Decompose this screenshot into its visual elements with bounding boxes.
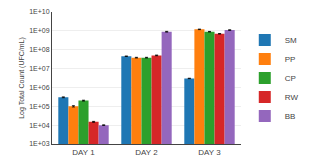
svg-text:1E+07: 1E+07 bbox=[29, 65, 50, 72]
svg-text:DAY 3: DAY 3 bbox=[198, 148, 221, 157]
svg-text:CP: CP bbox=[285, 74, 296, 83]
svg-text:BB: BB bbox=[285, 112, 296, 121]
svg-text:RW: RW bbox=[285, 93, 299, 102]
svg-text:1E+05: 1E+05 bbox=[29, 103, 50, 110]
svg-text:PP: PP bbox=[285, 55, 296, 64]
svg-text:1E+09: 1E+09 bbox=[29, 27, 50, 34]
svg-text:1E+08: 1E+08 bbox=[29, 46, 50, 53]
svg-text:1E+06: 1E+06 bbox=[29, 84, 50, 91]
svg-text:SM: SM bbox=[285, 36, 297, 45]
svg-text:Log Total Count (UFC/mL): Log Total Count (UFC/mL) bbox=[18, 37, 26, 119]
svg-text:DAY 2: DAY 2 bbox=[135, 148, 158, 157]
svg-text:1E+10: 1E+10 bbox=[29, 8, 50, 15]
svg-text:DAY 1: DAY 1 bbox=[72, 148, 95, 157]
svg-text:1E+03: 1E+03 bbox=[29, 140, 50, 147]
svg-text:1E+04: 1E+04 bbox=[29, 122, 50, 129]
